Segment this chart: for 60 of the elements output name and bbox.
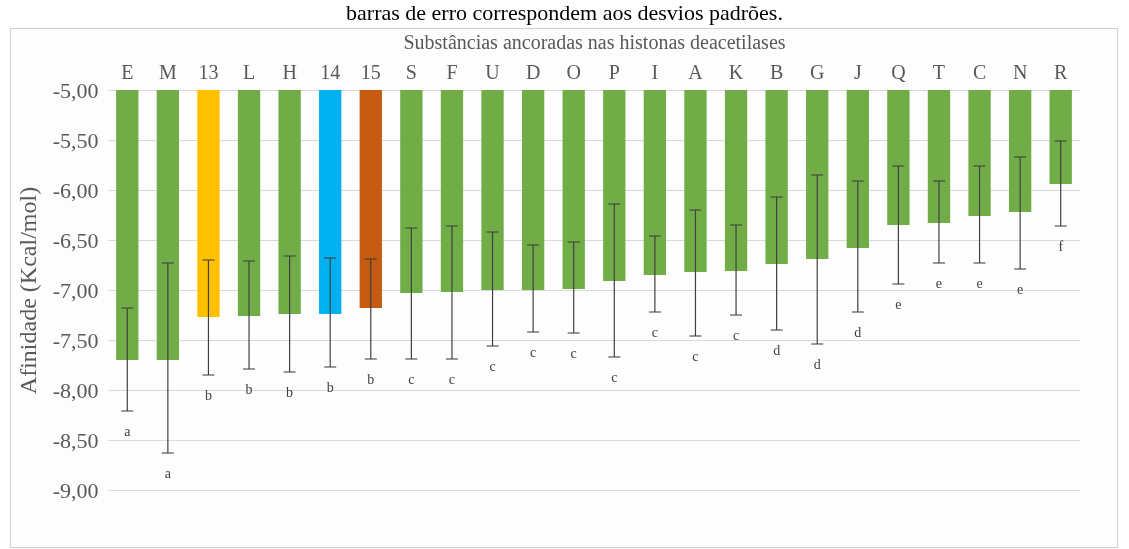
y-tick-label: -7,50 — [52, 327, 99, 353]
x-tick-label: K — [728, 60, 744, 83]
x-axis-title: Substâncias ancoradas nas histonas deacetilases — [403, 30, 786, 53]
x-tick-label: S — [405, 60, 417, 83]
x-tick-label: M — [158, 60, 177, 83]
annotation: b — [204, 388, 212, 403]
annotation: e — [1017, 282, 1024, 297]
x-tick-label: O — [566, 60, 581, 83]
annotation: a — [124, 424, 132, 439]
x-tick-label: I — [651, 60, 659, 83]
y-tick-label: -5,00 — [52, 77, 99, 103]
x-tick-label: 14 — [320, 60, 341, 83]
x-tick-label: J — [853, 60, 862, 83]
y-axis-title: Afinidade (Kcal/mol) — [14, 186, 41, 395]
y-tick-label: -8,50 — [52, 427, 99, 453]
y-tick-label: -9,00 — [52, 477, 99, 503]
annotation: d — [854, 325, 862, 340]
x-tick-label: E — [121, 60, 134, 83]
annotation: a — [164, 466, 172, 481]
annotation: c — [448, 372, 456, 387]
annotation: c — [489, 359, 496, 374]
y-tick-label: -7,00 — [52, 277, 99, 303]
x-tick-label: 13 — [198, 60, 219, 83]
annotation: c — [570, 346, 577, 361]
x-tick-label: Q — [891, 60, 907, 83]
annotation: c — [611, 370, 618, 385]
annotation: e — [895, 297, 902, 312]
annotation: d — [773, 343, 781, 358]
x-tick-label: P — [608, 60, 620, 83]
x-tick-label: D — [525, 60, 541, 83]
x-tick-label: N — [1012, 60, 1028, 83]
annotation: b — [245, 382, 253, 397]
x-tick-label: F — [446, 60, 458, 83]
y-tick-label: -6,50 — [52, 227, 99, 253]
annotation: c — [732, 328, 740, 343]
x-tick-label: R — [1054, 60, 1069, 83]
annotation: b — [286, 385, 294, 400]
x-tick-label: L — [242, 60, 256, 83]
x-tick-label: 15 — [360, 60, 381, 83]
x-tick-label: T — [932, 60, 946, 83]
x-tick-label: G — [809, 60, 825, 83]
x-tick-label: U — [485, 60, 501, 83]
annotation: c — [408, 372, 415, 387]
x-tick-label: A — [688, 60, 704, 83]
annotation: b — [326, 380, 334, 395]
annotation: b — [367, 372, 375, 387]
y-tick-label: -8,00 — [52, 377, 99, 403]
annotation: d — [813, 357, 821, 372]
annotation: c — [692, 349, 699, 364]
x-tick-label: C — [972, 60, 987, 83]
x-tick-label: H — [282, 60, 297, 83]
annotation: c — [651, 325, 658, 340]
text: barras de erro correspondem aos desvios padrões. — [345, 0, 784, 26]
y-tick-label: -6,00 — [52, 177, 99, 203]
x-tick-label: B — [769, 60, 784, 83]
annotation: c — [530, 345, 537, 360]
annotation: f — [1058, 239, 1064, 254]
annotation: e — [935, 276, 943, 291]
y-tick-label: -5,50 — [52, 127, 99, 153]
annotation: e — [976, 276, 983, 291]
